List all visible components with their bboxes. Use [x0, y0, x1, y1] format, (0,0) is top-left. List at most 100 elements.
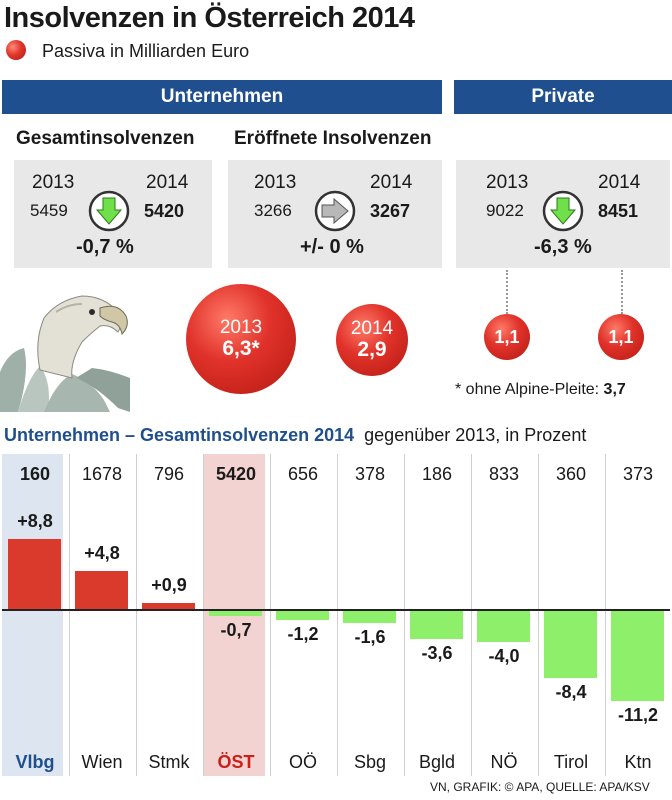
stat-year-a: 2013	[254, 172, 297, 193]
region-label: Ktn	[624, 752, 652, 772]
passiva-circle-unternehmen-2014: 2014 2,9	[336, 304, 408, 376]
arrow-down-icon	[542, 190, 584, 232]
stat-value-a: 3266	[254, 201, 292, 220]
bar	[477, 610, 530, 643]
region-label: ÖST	[217, 752, 255, 772]
stat-year-b: 2014	[598, 172, 641, 193]
bar-value-label: -11,2	[617, 704, 659, 725]
vulture-illustration	[0, 295, 130, 412]
page-title: Insolvenzen in Österreich 2014	[4, 2, 415, 34]
dotted-connector	[621, 270, 623, 314]
stat-change: -6,3 %	[534, 236, 592, 258]
region-label: Wien	[81, 752, 123, 772]
source-credit: VN, GRAFIK: © APA, QUELLE: APA/KSV	[430, 780, 650, 794]
column-separator	[69, 454, 70, 776]
bar	[209, 610, 262, 616]
stat-year-a: 2013	[486, 172, 529, 193]
bar	[8, 538, 61, 610]
bar-value-label: -4,0	[488, 646, 520, 667]
bar-value-label: +0,9	[151, 574, 187, 595]
passiva-year: 2013	[219, 317, 263, 338]
region-label: Vlbg	[15, 752, 55, 772]
count-label: 378	[354, 464, 386, 484]
stat-value-a: 9022	[486, 201, 524, 220]
footnote: * ohne Alpine-Pleite: 3,7	[455, 381, 626, 399]
stat-title-gesamt: Gesamtinsolvenzen	[16, 128, 195, 149]
count-label: 160	[19, 464, 51, 484]
passiva-value: 1,1	[494, 326, 520, 347]
count-label: 796	[153, 464, 185, 484]
arrow-right-icon	[314, 190, 356, 232]
column-separator	[538, 454, 539, 776]
stat-change: -0,7 %	[76, 236, 134, 258]
bar	[611, 610, 664, 701]
column-separator	[136, 454, 137, 776]
chart-title-sub: gegenüber 2013, in Prozent	[364, 425, 587, 445]
passiva-circle-private-2014: 1,1	[598, 314, 644, 360]
region-label: OÖ	[288, 752, 317, 772]
bar	[544, 610, 597, 679]
count-label: 656	[287, 464, 319, 484]
stat-value-a: 5459	[30, 201, 68, 220]
stat-year-b: 2014	[370, 172, 413, 193]
count-label: 5420	[215, 464, 257, 484]
footnote-value: 3,7	[603, 381, 626, 398]
stat-change: +/- 0 %	[300, 236, 364, 258]
passiva-value: 1,1	[608, 326, 634, 347]
bar-value-label: +8,8	[17, 510, 53, 531]
column-separator	[471, 454, 472, 776]
count-label: 1678	[81, 464, 123, 484]
column-separator	[605, 454, 606, 776]
region-label: NÖ	[490, 752, 518, 772]
region-label: Sbg	[353, 752, 387, 772]
stat-card-private: 2013 2014 9022 8451 -6,3 %	[456, 160, 670, 268]
stat-title-eroeffnet: Eröffnete Insolvenzen	[234, 128, 432, 149]
stat-value-b: 3267	[370, 201, 411, 221]
bar	[276, 610, 329, 620]
banner-unternehmen: Unternehmen	[2, 80, 442, 114]
dotted-connector	[506, 270, 508, 314]
count-label: 360	[555, 464, 587, 484]
stat-value-b: 5420	[144, 201, 185, 221]
legend-dot	[6, 40, 26, 60]
bar	[142, 602, 195, 610]
bar-value-label: +4,8	[84, 543, 120, 564]
column-separator	[203, 454, 204, 776]
chart-title-main: Unternehmen – Gesamtinsolvenzen 2014	[4, 425, 355, 445]
bar-value-label: -0,7	[220, 619, 252, 640]
passiva-value: 6,3*	[222, 336, 260, 360]
bar-value-label: -1,2	[287, 623, 319, 644]
passiva-year: 2014	[350, 318, 394, 339]
legend-label: Passiva in Milliarden Euro	[42, 41, 250, 61]
footnote-text: * ohne Alpine-Pleite:	[455, 381, 604, 398]
bar	[75, 571, 128, 610]
passiva-value: 2,9	[357, 337, 387, 361]
bar	[343, 610, 396, 623]
bar-value-label: -3,6	[421, 643, 453, 664]
bar	[410, 610, 463, 640]
stat-card-eroeffnet: 2013 2014 3266 3267 +/- 0 %	[228, 160, 442, 268]
stat-card-gesamt: 2013 2014 5459 5420 -0,7 %	[14, 160, 212, 268]
region-label: Stmk	[148, 752, 190, 772]
banner-private: Private	[454, 80, 672, 114]
stat-year-a: 2013	[32, 172, 75, 193]
count-label: 186	[421, 464, 453, 484]
passiva-circle-private-2013: 1,1	[484, 314, 530, 360]
chart-title: Unternehmen – Gesamtinsolvenzen 2014 geg…	[4, 425, 586, 446]
zero-axis-line	[2, 609, 670, 611]
column-separator	[337, 454, 338, 776]
highlight-column-vlbg	[2, 454, 63, 776]
arrow-down-icon	[88, 190, 130, 232]
region-label: Tirol	[553, 752, 589, 772]
region-label: Bgld	[418, 752, 456, 772]
column-separator	[270, 454, 271, 776]
count-label: 373	[622, 464, 654, 484]
stat-year-b: 2014	[146, 172, 189, 193]
bar-value-label: -1,6	[354, 626, 386, 647]
column-separator	[404, 454, 405, 776]
passiva-circle-unternehmen-2013: 2013 6,3*	[186, 284, 296, 394]
stat-value-b: 8451	[598, 201, 639, 221]
count-label: 833	[488, 464, 520, 484]
bar-value-label: -8,4	[555, 682, 587, 703]
